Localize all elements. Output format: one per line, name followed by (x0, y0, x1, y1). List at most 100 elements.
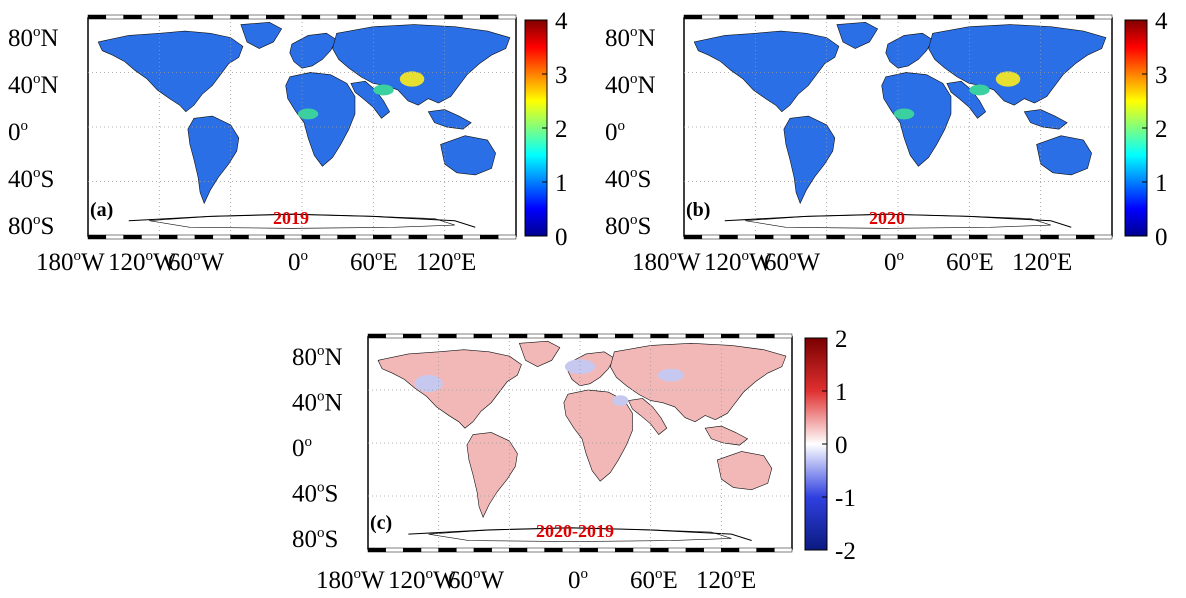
border-segment (456, 547, 475, 553)
lat-tick-label-deg: o (33, 24, 41, 40)
border-segment (301, 234, 321, 240)
lon-tick-label: 180oW (632, 248, 701, 276)
lon-tick-label-num: 60 (630, 567, 655, 594)
continent-shape (289, 32, 338, 69)
border-segment (668, 333, 687, 339)
lon-tick-label-hem: E (979, 249, 994, 276)
landmass-c (377, 340, 787, 542)
lon-tick-label: 0o (884, 248, 904, 276)
lat-tick-label-deg: o (630, 71, 638, 87)
lat-tick-label-deg: o (317, 480, 325, 496)
continent-shape (836, 22, 879, 49)
colorbar-tick-label: 1 (835, 379, 848, 406)
colorbar-tick-label: -2 (835, 538, 856, 565)
lon-tick-label: 60oW (448, 566, 505, 594)
year-label: 2020 (869, 208, 905, 228)
lon-tick-label-hem: E (1057, 249, 1072, 276)
border-segment (420, 547, 439, 553)
border-segment (403, 547, 422, 553)
border-segment (685, 547, 704, 553)
border-segment (426, 14, 445, 20)
lon-tick-label: 120oW (108, 248, 177, 276)
hotspot-east-asia (399, 71, 425, 87)
border-segment (438, 547, 457, 553)
lon-tick-label-num: 60 (946, 249, 971, 276)
lon-tick-label-num: 60 (168, 249, 193, 276)
lat-tick-label-num: 0 (605, 119, 618, 146)
border-segment (844, 14, 863, 20)
continent-shape (377, 349, 522, 429)
border-segment (373, 234, 392, 240)
border-segment (266, 14, 285, 20)
lon-tick-label-deg: o (581, 566, 589, 582)
lon-tick-label-deg: o (301, 248, 309, 264)
colorbar-tick-label: -1 (835, 485, 856, 512)
border-segment (1040, 14, 1059, 20)
continent-shape (519, 340, 561, 368)
lat-tick-label-deg: o (33, 71, 41, 87)
lat-tick-label: 80oN (605, 24, 656, 52)
lon-tick-label-deg: o (971, 248, 979, 264)
lon-tick-label-hem: W (797, 249, 821, 276)
lat-tick-label-num: 0 (292, 435, 305, 462)
lon-tick-label-hem: W (201, 249, 225, 276)
panel-label: (c) (370, 512, 392, 534)
lat-tick-label-num: 40 (292, 390, 317, 417)
lat-tick-label-hem: N (41, 25, 59, 52)
lon-tick-label-deg: o (354, 566, 362, 582)
continent-shape (427, 109, 472, 130)
continent-shape (1036, 135, 1092, 176)
year-label: 2020-2019 (536, 521, 614, 541)
border-segment (176, 234, 196, 240)
lat-tick-label-num: 0 (8, 119, 21, 146)
lon-tick-label-num: 180 (316, 567, 354, 594)
panel-label: (a) (90, 199, 113, 221)
colorbar-tick-label: 2 (555, 116, 568, 143)
border-segment (141, 14, 160, 20)
border-segment (390, 234, 410, 240)
lat-tick-label-deg: o (33, 212, 41, 228)
border-segment (986, 14, 1006, 20)
lon-tick-label-hem: W (81, 249, 105, 276)
border-segment (1076, 14, 1095, 20)
lon-tick-label: 120oE (1012, 248, 1072, 276)
continent-shape (332, 24, 511, 106)
border-segment (755, 14, 774, 20)
lon-tick-label-num: 0 (568, 567, 581, 594)
border-segment (212, 234, 231, 240)
lat-tick-label-hem: N (638, 25, 656, 52)
lon-tick-label-deg: o (789, 248, 797, 264)
border-segment (367, 547, 386, 553)
border-segment (597, 333, 616, 339)
lon-tick-label-hem: E (461, 249, 476, 276)
lon-tick-label-deg: o (670, 248, 678, 264)
border-segment (230, 234, 249, 240)
graticule (684, 18, 1112, 236)
border-segment (808, 234, 827, 240)
lat-tick-label: 40oN (605, 71, 656, 99)
lon-tick-label-num: 120 (108, 249, 146, 276)
lat-tick-label-num: 40 (8, 72, 33, 99)
border-segment (756, 547, 775, 553)
border-segment (897, 14, 917, 20)
colorbar-tick-label: 4 (1155, 8, 1168, 35)
continent-shape (285, 72, 356, 167)
border-segment (844, 234, 863, 240)
lat-tick-label: 80oN (8, 24, 59, 52)
border-segment (862, 234, 881, 240)
lon-tick-label: 60oW (764, 248, 821, 276)
lat-tick-label-num: 80 (292, 526, 317, 553)
lat-tick-label-num: 80 (292, 344, 317, 371)
lon-tick-label-num: 120 (704, 249, 742, 276)
border-segment (1093, 234, 1113, 240)
lon-tick-label: 120oE (416, 248, 476, 276)
border-segment (355, 234, 374, 240)
lon-tick-label-num: 120 (416, 249, 454, 276)
lon-tick-label-num: 0 (884, 249, 897, 276)
frame-border (367, 333, 793, 553)
lat-tick-label-num: 80 (605, 25, 630, 52)
